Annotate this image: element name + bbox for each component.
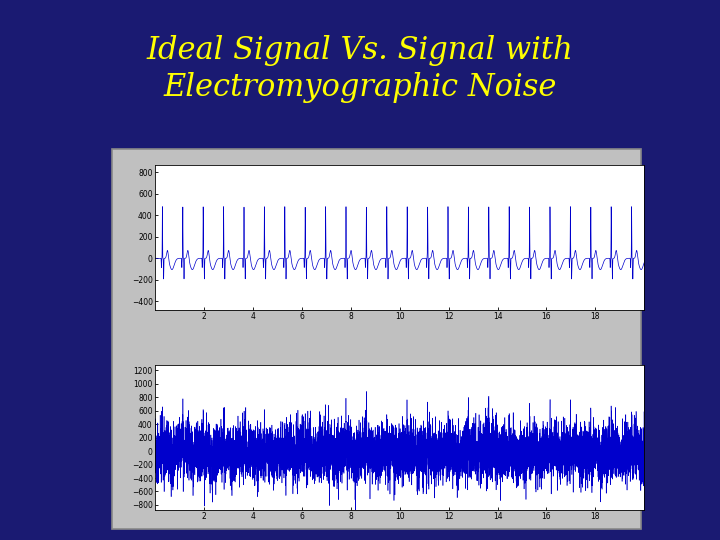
Text: Ideal Signal Vs. Signal with
Electromyographic Noise: Ideal Signal Vs. Signal with Electromyog… (147, 35, 573, 103)
